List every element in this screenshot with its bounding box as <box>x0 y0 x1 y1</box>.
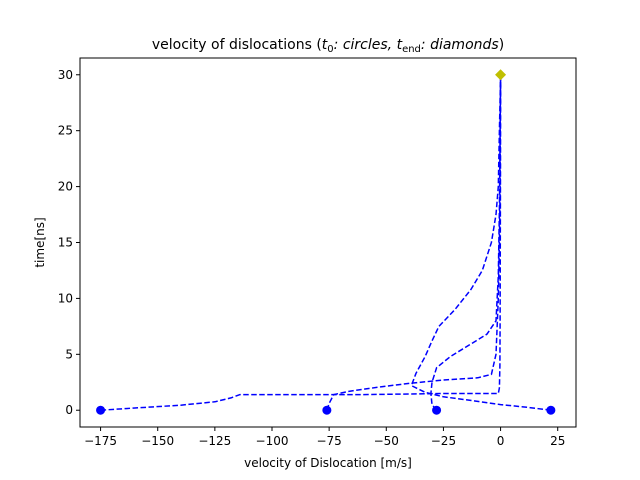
title-suffix: ) <box>499 37 504 53</box>
y-axis-ticks: 0 5 10 15 20 25 30 <box>58 68 80 417</box>
series-line-1 <box>100 74 502 411</box>
title-tend-var: t <box>397 37 403 53</box>
title-t0-sub: 0 <box>327 44 333 55</box>
series-lines <box>100 74 551 411</box>
x-tick-label: −25 <box>431 434 456 448</box>
y-tick-label: 20 <box>58 180 73 194</box>
title-tend-text: : diamonds <box>421 37 499 53</box>
markers <box>96 69 556 415</box>
end-marker-diamond-1 <box>495 69 507 81</box>
y-tick-label: 15 <box>58 236 73 250</box>
series-line-4 <box>410 74 551 411</box>
chart-title: velocity of dislocations (t0: circles, t… <box>152 37 504 55</box>
title-t0-text: : circles, <box>334 37 397 53</box>
x-tick-label: −175 <box>84 434 117 448</box>
y-axis-label: time[ns] <box>33 217 47 267</box>
x-axis-ticks: −175 −150 −125 −100 −75 −50 −25 0 25 <box>84 427 565 448</box>
start-marker-circle-4 <box>546 405 556 415</box>
series-line-3 <box>430 74 502 411</box>
title-tend-sub: end <box>402 44 421 55</box>
y-tick-label: 0 <box>65 403 73 417</box>
y-tick-label: 10 <box>58 291 73 305</box>
x-tick-label: −75 <box>316 434 341 448</box>
x-tick-label: −150 <box>141 434 174 448</box>
y-tick-label: 25 <box>58 124 73 138</box>
title-prefix: velocity of dislocations ( <box>152 37 322 53</box>
x-tick-label: −50 <box>374 434 399 448</box>
title-t0-var: t <box>322 37 328 53</box>
series-line-2 <box>326 74 502 411</box>
x-tick-label: −100 <box>256 434 289 448</box>
x-tick-label: 0 <box>497 434 505 448</box>
start-marker-circle-2 <box>322 405 332 415</box>
y-tick-label: 5 <box>65 347 73 361</box>
x-axis-label: velocity of Dislocation [m/s] <box>244 456 412 470</box>
start-marker-circle-3 <box>432 405 442 415</box>
plot-frame <box>79 57 577 428</box>
y-tick-label: 30 <box>58 68 73 82</box>
x-tick-label: −125 <box>198 434 231 448</box>
start-marker-circle-1 <box>96 405 106 415</box>
x-tick-label: 25 <box>550 434 565 448</box>
